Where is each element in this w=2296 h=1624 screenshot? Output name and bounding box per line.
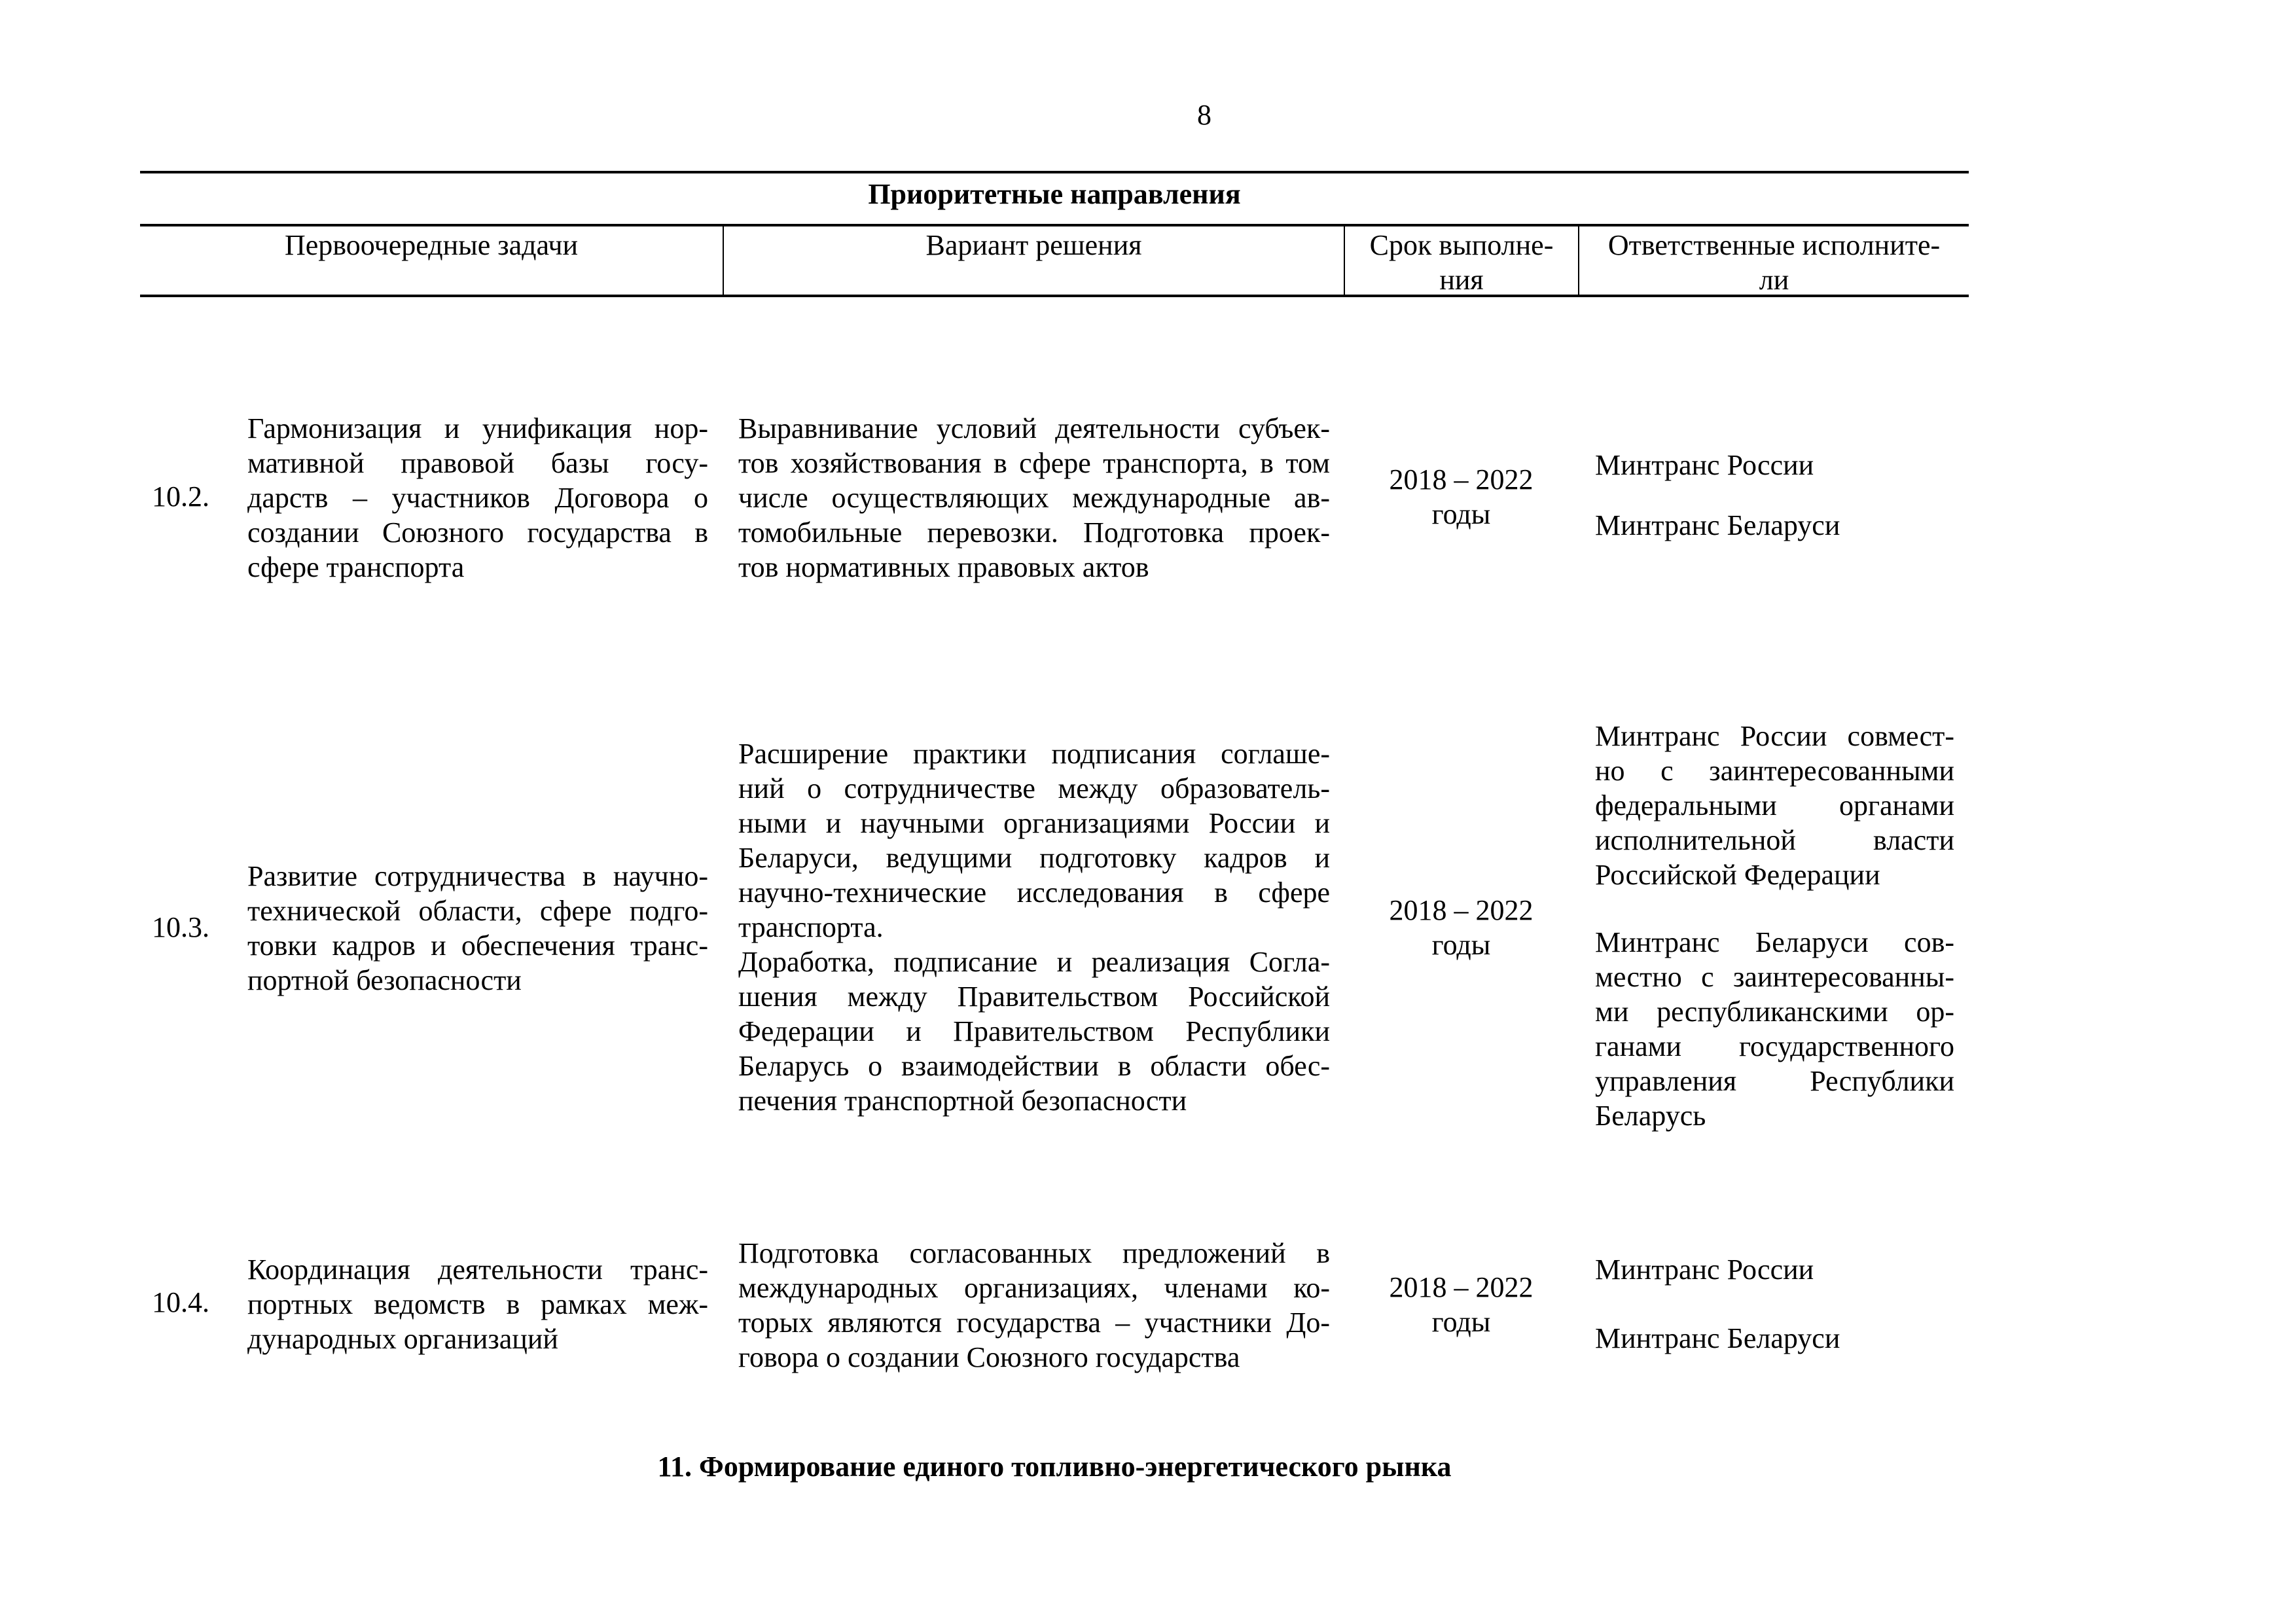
- solution-text-line: международных организациях, членами ко-: [738, 1272, 1330, 1304]
- term-text-line: 2018 – 2022: [1389, 463, 1534, 496]
- task-text-line: сфере транспорта: [247, 551, 465, 583]
- responsible-text-line: ганами государственного: [1595, 1030, 1954, 1062]
- task-text: Развитие сотрудничества в научно-техниче…: [247, 859, 708, 998]
- task-text-line: Гармонизация и унификация нор-: [247, 412, 708, 444]
- solution-text-line: тов нормативных правовых актов: [738, 551, 1149, 583]
- header-term-line: ния: [1439, 264, 1484, 296]
- header-term-line: Срок выполне-: [1369, 229, 1554, 261]
- header-responsible-line: ли: [1759, 264, 1789, 296]
- header-bottom-rule: [140, 295, 1969, 297]
- task-text-line: товки кадров и обеспечения транс-: [247, 929, 708, 962]
- header-term: Срок выполне- ния: [1345, 228, 1578, 297]
- solution-text: Подготовка согласованных предложений в ме…: [738, 1236, 1330, 1375]
- task-text-line: создании Союзного государства в: [247, 516, 708, 549]
- task-text: Гармонизация и унификация нор-мативной п…: [247, 411, 708, 585]
- header-tasks: Первоочередные задачи: [284, 229, 578, 261]
- solution-text-line: печения транспортной безопасности: [738, 1085, 1187, 1117]
- responsible-text-line: ми республиканскими ор-: [1595, 996, 1954, 1028]
- header-responsible-line: Ответственные исполните-: [1607, 229, 1941, 261]
- table-top-rule: [140, 171, 1969, 173]
- responsible-text-line: Минтранс России совмест-: [1595, 720, 1954, 752]
- responsible-text: Минтранс Беларуси: [1595, 508, 1954, 543]
- responsible-text-line: Российской Федерации: [1595, 859, 1880, 891]
- page-number: 8: [1197, 99, 1211, 131]
- responsible-text-line: Минтранс Беларуси: [1595, 1322, 1840, 1354]
- solution-text-line: транспорта.: [738, 911, 884, 943]
- task-text-line: дарств – участников Договора о: [247, 482, 708, 514]
- task-text-line: технической области, сфере подго-: [247, 895, 708, 927]
- responsible-text: Минтранс России: [1595, 448, 1954, 482]
- solution-text-line: Беларусь о взаимодействии в области обес…: [738, 1050, 1330, 1082]
- task-text-line: портных ведомств в рамках меж-: [247, 1288, 708, 1320]
- solution-text-line: Расширение практики подписания соглаше-: [738, 738, 1330, 770]
- column-divider: [723, 225, 724, 296]
- task-text-line: мативной правовой базы госу-: [247, 447, 708, 479]
- solution-text-line: тов хозяйствования в сфере транспорта, в…: [738, 447, 1330, 479]
- solution-text: Расширение практики подписания соглаше-н…: [738, 736, 1330, 1118]
- responsible-text-line: управления Республики: [1595, 1065, 1954, 1097]
- responsible-text-line: Минтранс России: [1595, 1254, 1814, 1286]
- solution-text-line: ными и научными организациями России и: [738, 807, 1330, 839]
- column-divider: [1344, 225, 1345, 296]
- task-text-line: Координация деятельности транс-: [247, 1254, 708, 1286]
- responsible-text-line: но с заинтересованными: [1595, 755, 1954, 787]
- solution-text-line: ний о сотрудничестве между образователь-: [738, 772, 1330, 804]
- section-heading: 11. Формирование единого топливно-энерге…: [657, 1451, 1452, 1483]
- responsible-text: Минтранс России совмест-но с заинтересов…: [1595, 719, 1954, 892]
- solution-text-line: числе осуществляющих международные ав-: [738, 482, 1330, 514]
- term-text-line: годы: [1431, 1306, 1491, 1338]
- responsible-text-line: Минтранс Беларуси: [1595, 509, 1840, 541]
- term-text: 2018 – 2022 годы: [1361, 1270, 1561, 1339]
- term-text: 2018 – 2022 годы: [1361, 462, 1561, 532]
- solution-text-line: Выравнивание условий деятельности субъек…: [738, 412, 1330, 444]
- responsible-text-line: местно с заинтересованны-: [1595, 961, 1954, 993]
- responsible-text: Минтранс Беларуси сов-местно с заинтерес…: [1595, 925, 1954, 1133]
- responsible-text-line: Минтранс Беларуси сов-: [1595, 926, 1954, 958]
- header-responsible: Ответственные исполните- ли: [1579, 228, 1969, 297]
- solution-text: Выравнивание условий деятельности субъек…: [738, 411, 1330, 585]
- solution-text-line: Доработка, подписание и реализация Согла…: [738, 946, 1330, 978]
- table-title: Приоритетные направления: [868, 178, 1241, 210]
- task-text-line: дународных организаций: [247, 1323, 558, 1355]
- solution-text-line: торых являются государства – участники Д…: [738, 1307, 1330, 1339]
- task-text: Координация деятельности транс-портных в…: [247, 1252, 708, 1356]
- responsible-text-line: Минтранс России: [1595, 449, 1814, 481]
- solution-text-line: говора о создании Союзного государства: [738, 1341, 1240, 1373]
- responsible-text-line: федеральными органами: [1595, 789, 1954, 821]
- term-text-line: годы: [1431, 929, 1491, 961]
- row-number: 10.3.: [152, 911, 209, 943]
- term-text-line: 2018 – 2022: [1389, 1271, 1534, 1303]
- row-number: 10.4.: [152, 1286, 209, 1318]
- responsible-text: Минтранс Беларуси: [1595, 1321, 1954, 1356]
- column-divider: [1578, 225, 1579, 296]
- solution-text-line: томобильные перевозки. Подготовка проек-: [738, 516, 1330, 549]
- responsible-text-line: исполнительной власти: [1595, 824, 1954, 856]
- task-text-line: Развитие сотрудничества в научно-: [247, 860, 708, 892]
- solution-text-line: научно-технические исследования в сфере: [738, 876, 1330, 909]
- solution-text-line: шения между Правительством Российской: [738, 981, 1330, 1013]
- term-text-line: годы: [1431, 498, 1491, 530]
- solution-text-line: Федерации и Правительством Республики: [738, 1015, 1330, 1047]
- task-text-line: портной безопасности: [247, 964, 522, 996]
- solution-text-line: Беларуси, ведущими подготовку кадров и: [738, 842, 1330, 874]
- row-number: 10.2.: [152, 480, 209, 513]
- responsible-text: Минтранс России: [1595, 1252, 1954, 1287]
- header-rule: [140, 224, 1969, 226]
- solution-text-line: Подготовка согласованных предложений в: [738, 1237, 1330, 1269]
- term-text-line: 2018 – 2022: [1389, 894, 1534, 926]
- responsible-text-line: Беларусь: [1595, 1100, 1706, 1132]
- term-text: 2018 – 2022 годы: [1361, 893, 1561, 962]
- header-solution: Вариант решения: [925, 229, 1142, 261]
